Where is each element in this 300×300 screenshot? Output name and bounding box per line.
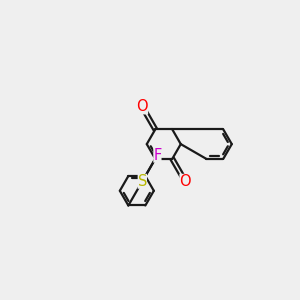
Text: O: O [136,99,148,114]
Text: F: F [153,148,161,163]
Text: S: S [138,174,147,189]
Text: O: O [179,174,191,189]
